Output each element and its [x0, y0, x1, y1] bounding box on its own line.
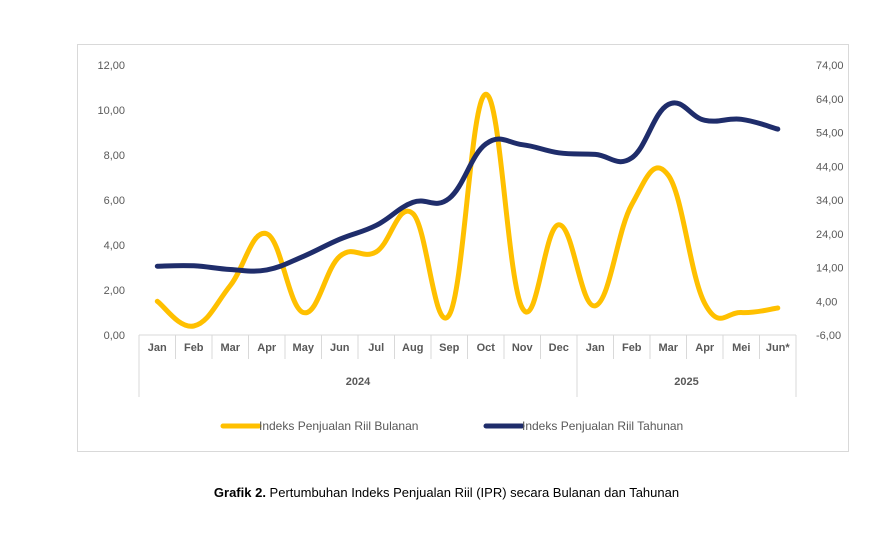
left-axis-ticks: 0,00 2,00 4,00 6,00 8,00 10,00 12,00 — [97, 60, 125, 342]
series-line-bulanan — [154, 91, 781, 329]
legend: Indeks Penjualan Riil Bulanan Indeks Penj… — [220, 419, 683, 433]
category-label: Mar — [220, 342, 240, 354]
series-lines — [154, 91, 781, 329]
category-label: Feb — [184, 342, 204, 354]
category-label: Apr — [257, 342, 277, 354]
right-tick-label: 24,00 — [816, 229, 844, 241]
category-labels: Jan Feb Mar Apr May Jun Jul Aug Sep Oct Nov Dec Jan F… — [148, 342, 791, 354]
category-axis — [138, 334, 797, 397]
category-label: Dec — [549, 342, 569, 354]
category-label: Mei — [732, 342, 750, 354]
chart-caption: Grafik 2. Pertumbuhan Indeks Penjualan R… — [0, 485, 893, 500]
category-label: Jun — [330, 342, 350, 354]
right-tick-label: 44,00 — [816, 161, 844, 173]
right-tick-label: 74,00 — [816, 60, 844, 72]
left-tick-label: 12,00 — [97, 60, 125, 72]
category-label: Jul — [368, 342, 384, 354]
caption-label: Grafik 2. — [213, 485, 266, 500]
category-label: Jun* — [766, 342, 791, 354]
category-label: Aug — [402, 342, 423, 354]
right-tick-label: 14,00 — [816, 263, 844, 275]
left-tick-label: 6,00 — [104, 195, 125, 207]
category-label: Nov — [512, 342, 534, 354]
category-label: Mar — [658, 342, 678, 354]
right-tick-label: 54,00 — [816, 128, 844, 140]
right-tick-label: 4,00 — [816, 296, 837, 308]
right-tick-label: 64,00 — [816, 94, 844, 106]
category-label: Oct — [477, 342, 496, 354]
right-tick-label: 34,00 — [816, 195, 844, 207]
chart-frame: 0,00 2,00 4,00 6,00 8,00 10,00 12,00 -6,00 4,00… — [77, 44, 849, 452]
line-chart: 0,00 2,00 4,00 6,00 8,00 10,00 12,00 -6,00 4,00… — [97, 60, 844, 433]
category-label: Jan — [148, 342, 167, 354]
series-line-tahunan — [154, 100, 781, 274]
legend-label: Indeks Penjualan Riil Tahunan — [522, 419, 683, 433]
category-label: Feb — [622, 342, 642, 354]
left-tick-label: 4,00 — [104, 240, 125, 252]
right-tick-label: -6,00 — [816, 330, 841, 342]
left-tick-label: 8,00 — [104, 150, 125, 162]
category-label: Apr — [695, 342, 715, 354]
left-tick-label: 2,00 — [104, 285, 125, 297]
category-label: Jan — [586, 342, 605, 354]
category-label: May — [293, 342, 315, 354]
right-axis-ticks: -6,00 4,00 14,00 24,00 34,00 44,00 54,00 64,00 7… — [816, 60, 844, 342]
legend-label: Indeks Penjualan Riil Bulanan — [259, 419, 418, 433]
category-label: Sep — [439, 342, 459, 354]
year-labels: 2024 2025 — [346, 376, 699, 388]
year-label: 2025 — [674, 376, 698, 388]
left-tick-label: 10,00 — [97, 105, 125, 117]
left-tick-label: 0,00 — [104, 330, 125, 342]
year-label: 2024 — [346, 376, 371, 388]
caption-text: Pertumbuhan Indeks Penjualan Riil (IPR) … — [265, 485, 680, 500]
